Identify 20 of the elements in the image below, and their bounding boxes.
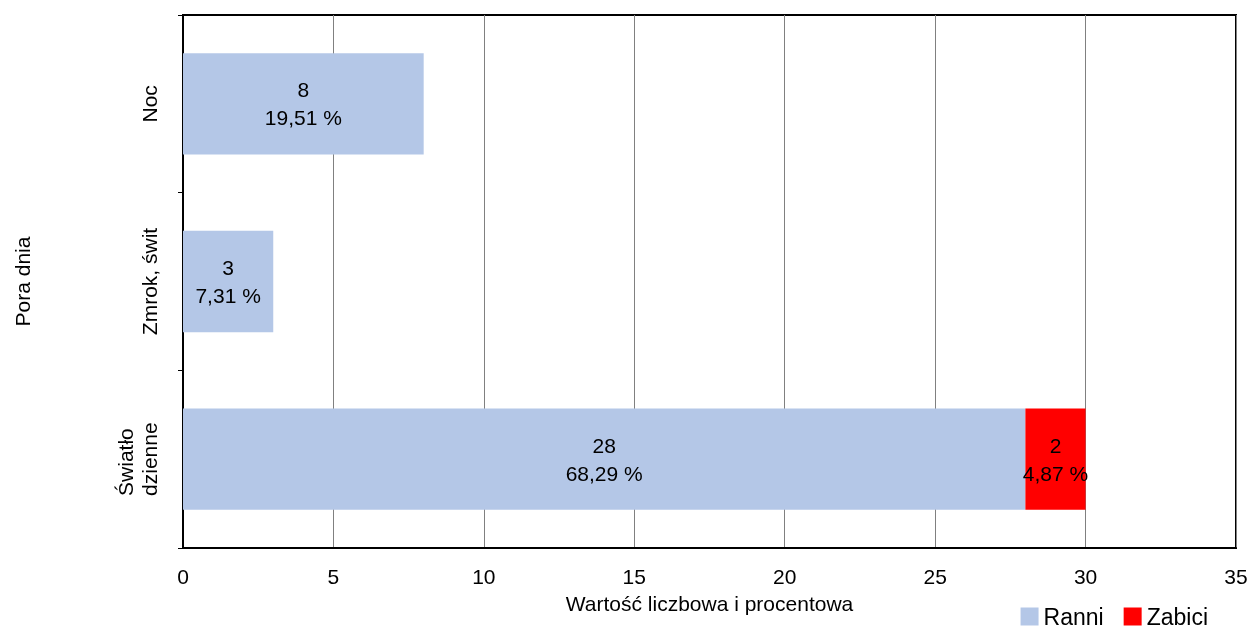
x-tick-label: 0	[177, 565, 189, 588]
x-tick-label: 15	[622, 565, 646, 588]
y-tick-label: Noc	[137, 85, 161, 123]
data-label: 28 68,29 %	[565, 433, 643, 485]
x-tick-label: 20	[773, 565, 797, 588]
x-tick-label: 10	[472, 565, 496, 588]
data-label: 3 7,31 %	[195, 256, 261, 307]
bar	[183, 53, 424, 155]
y-axis-title: Pora dnia	[11, 236, 34, 327]
x-tick-label: 30	[1073, 565, 1098, 588]
x-axis-title: Wartość liczbowa i procentowa	[565, 592, 854, 615]
data-label: 8 19,51 %	[264, 78, 342, 130]
legend-label: Zabici	[1146, 603, 1209, 630]
x-tick-label: 5	[327, 565, 340, 588]
x-tick-label: 35	[1224, 565, 1248, 588]
bar	[183, 230, 274, 333]
legend-label: Ranni	[1043, 603, 1104, 630]
y-tick-label: Zmrok, świt	[137, 227, 161, 336]
y-tick-label: Światło dzienne	[113, 422, 161, 496]
x-tick-label: 25	[923, 565, 947, 588]
